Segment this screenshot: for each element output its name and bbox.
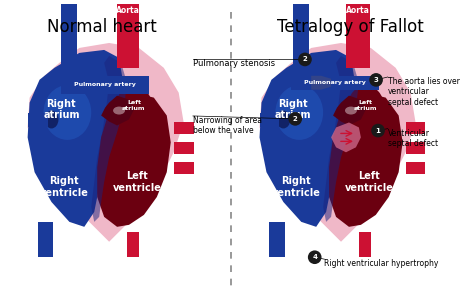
Polygon shape [174,123,193,134]
Polygon shape [27,43,183,242]
Polygon shape [127,232,139,257]
Text: Normal heart: Normal heart [47,18,157,36]
Text: Tetralogy of Fallot: Tetralogy of Fallot [277,18,424,36]
Polygon shape [97,93,171,227]
Polygon shape [269,222,285,257]
Polygon shape [333,96,366,126]
Polygon shape [174,142,193,154]
Text: 2: 2 [302,57,307,62]
Polygon shape [37,222,54,257]
Ellipse shape [115,0,141,7]
Polygon shape [91,56,127,222]
Ellipse shape [276,111,291,129]
Text: Pulmonary artery: Pulmonary artery [304,80,366,85]
Polygon shape [260,112,279,127]
Polygon shape [359,232,371,257]
Polygon shape [406,123,426,134]
Circle shape [308,250,321,264]
Text: 4: 4 [312,254,317,260]
Polygon shape [62,76,149,94]
Ellipse shape [44,85,91,140]
Circle shape [371,124,385,137]
Text: Left
ventricle: Left ventricle [112,171,161,193]
Polygon shape [101,96,134,126]
Text: Right
ventricle: Right ventricle [272,176,321,198]
Text: Aorta: Aorta [116,6,140,15]
Polygon shape [62,3,77,70]
Circle shape [298,53,312,66]
Ellipse shape [113,107,125,115]
Ellipse shape [116,86,152,126]
Text: Left
atrium: Left atrium [354,100,378,111]
Polygon shape [174,162,193,174]
Text: Pulmonary artery: Pulmonary artery [74,82,136,87]
Ellipse shape [344,0,372,7]
Circle shape [288,112,302,126]
Polygon shape [331,123,361,152]
Polygon shape [27,50,124,227]
Text: Aorta: Aorta [346,6,370,15]
Text: Left
ventricle: Left ventricle [345,171,393,193]
Text: The aorta lies over
ventricular
septal defect: The aorta lies over ventricular septal d… [388,77,460,107]
Polygon shape [27,112,47,127]
Polygon shape [323,56,359,222]
Text: Ventricular
septal defect: Ventricular septal defect [388,129,438,148]
Text: 2: 2 [293,116,298,122]
Text: 3: 3 [374,77,379,83]
Polygon shape [311,76,331,90]
Polygon shape [406,162,426,174]
Text: Left
atrium: Left atrium [122,100,146,111]
Text: Narrowing of area
below the valve: Narrowing of area below the valve [193,116,262,135]
Polygon shape [406,142,426,154]
Text: Right
ventricle: Right ventricle [40,176,89,198]
Polygon shape [329,93,402,227]
Ellipse shape [348,86,384,126]
Polygon shape [292,76,379,90]
Ellipse shape [345,107,357,115]
Polygon shape [117,0,139,68]
Text: 1: 1 [375,128,381,133]
Text: Right
atrium: Right atrium [275,99,311,120]
Polygon shape [346,0,370,68]
Polygon shape [260,43,416,242]
Text: Right ventricular hypertrophy: Right ventricular hypertrophy [324,259,439,268]
Text: Right
atrium: Right atrium [43,99,80,120]
Polygon shape [260,50,356,227]
Circle shape [369,73,383,87]
Text: Pulmonary stenosis: Pulmonary stenosis [193,60,275,68]
Polygon shape [293,3,309,70]
Ellipse shape [275,85,323,140]
Ellipse shape [45,111,58,129]
